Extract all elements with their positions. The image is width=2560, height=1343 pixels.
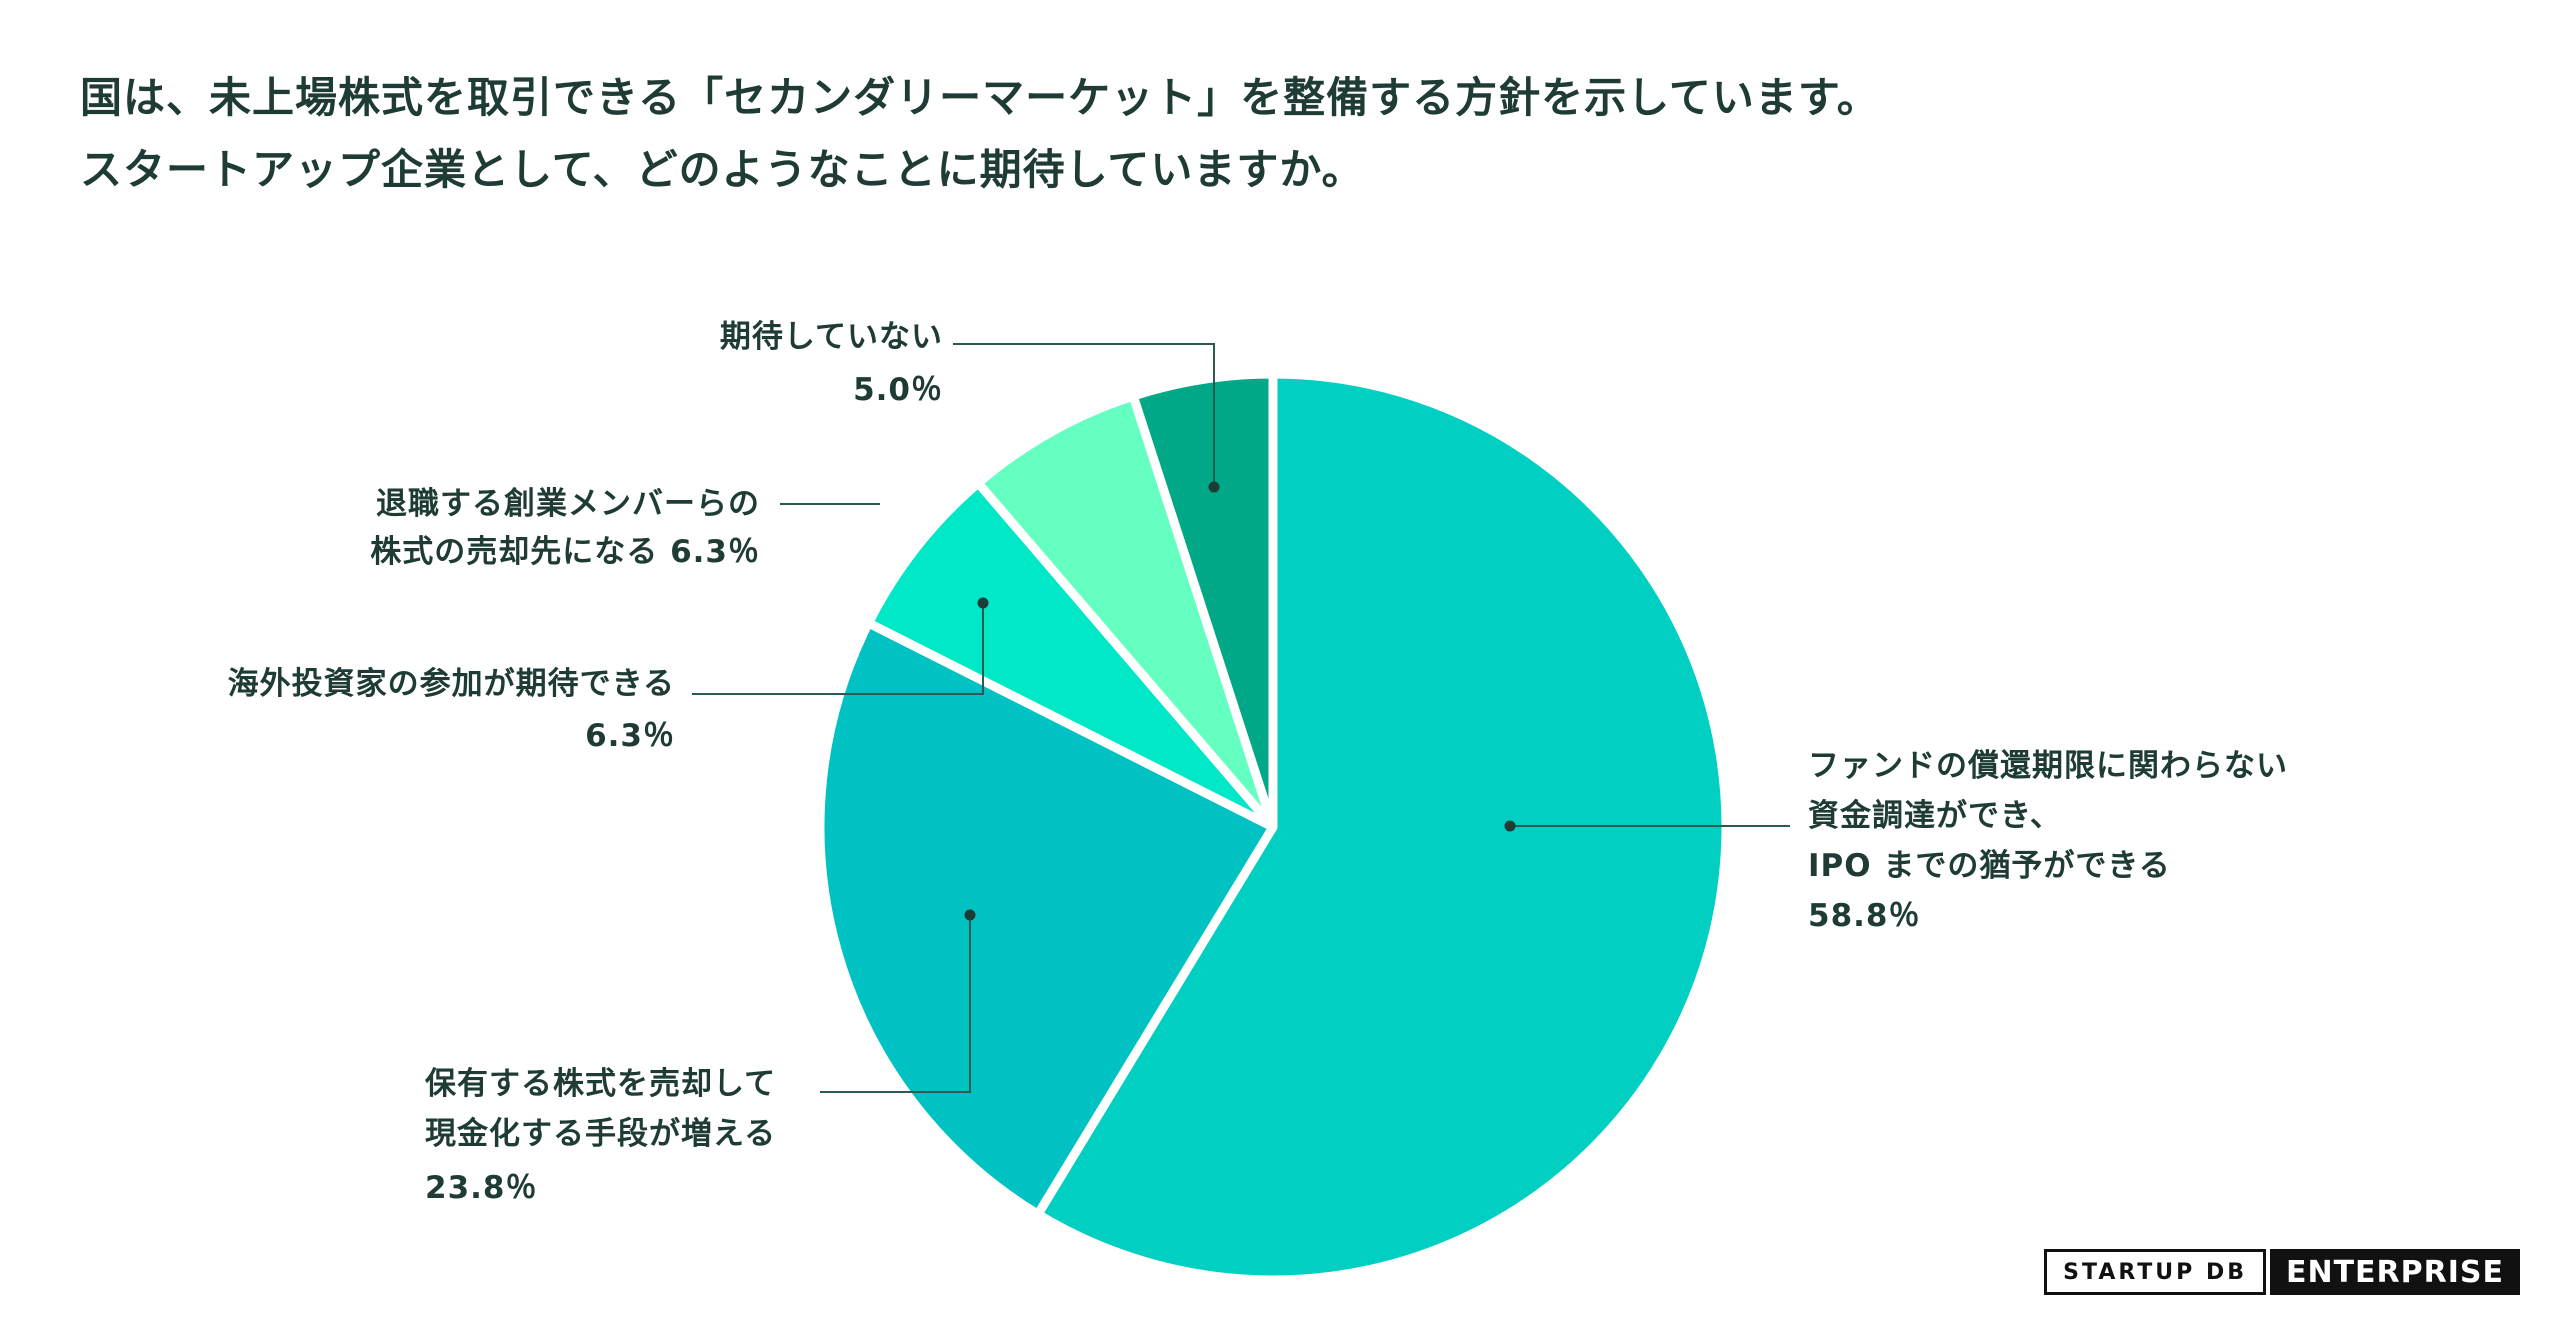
pie-slice-no-expectation	[1128, 369, 1278, 832]
leader-dot-no-expectation	[1208, 481, 1220, 493]
leader-line-no-expectation	[953, 343, 1215, 487]
label-cash-out-line-2: 現金化する手段が増える	[425, 1116, 776, 1152]
label-funding-grace-line-1: ファンドの償還期限に関わらない	[1808, 748, 2288, 784]
title-line-2: スタートアップ企業として、どのようなことに期待していますか。	[80, 145, 1365, 194]
logo-enterprise: ENTERPRISE	[2269, 1249, 2520, 1295]
startup-db-enterprise-logo: STARTUP DB ENTERPRISE	[2044, 1249, 2520, 1295]
label-overseas-investors-line-1: 海外投資家の参加が期待できる	[228, 666, 675, 702]
label-overseas-investors-value: 6.3％	[585, 718, 675, 754]
label-cash-out-value: 23.8％	[425, 1170, 538, 1206]
leader-line-overseas-investors	[692, 603, 984, 695]
logo-startup-db: STARTUP DB	[2044, 1249, 2266, 1295]
title-line-1: 国は、未上場株式を取引できる「セカンダリーマーケット」を整備する方針を示していま…	[80, 73, 1880, 122]
leader-line-cash-out	[820, 915, 971, 1093]
label-no-expectation-value: 5.0％	[853, 372, 943, 408]
leader-dot-overseas-investors	[977, 597, 989, 609]
pie-slice-overseas-investors	[864, 478, 1278, 832]
leader-dot-cash-out	[964, 909, 976, 921]
label-founder-exit-line-2: 株式の売却先になる 6.3％	[370, 534, 760, 570]
label-funding-grace-line-3: IPO までの猶予ができる	[1808, 848, 2171, 884]
label-founder-exit-line-1: 退職する創業メンバーらの	[376, 486, 760, 522]
chart-title: 国は、未上場株式を取引できる「セカンダリーマーケット」を整備する方針を示していま…	[80, 62, 1880, 206]
label-funding-grace-line-2: 資金調達ができ、	[1808, 798, 2062, 834]
label-funding-grace-value: 58.8％	[1808, 898, 1921, 934]
pie-slice-funding-grace	[1033, 369, 1731, 1285]
pie-slice-founder-exit	[973, 391, 1278, 832]
label-cash-out-line-1: 保有する株式を売却して	[425, 1066, 776, 1102]
label-no-expectation-line-1: 期待していない	[720, 319, 943, 355]
leader-dot-funding-grace	[1504, 820, 1516, 832]
